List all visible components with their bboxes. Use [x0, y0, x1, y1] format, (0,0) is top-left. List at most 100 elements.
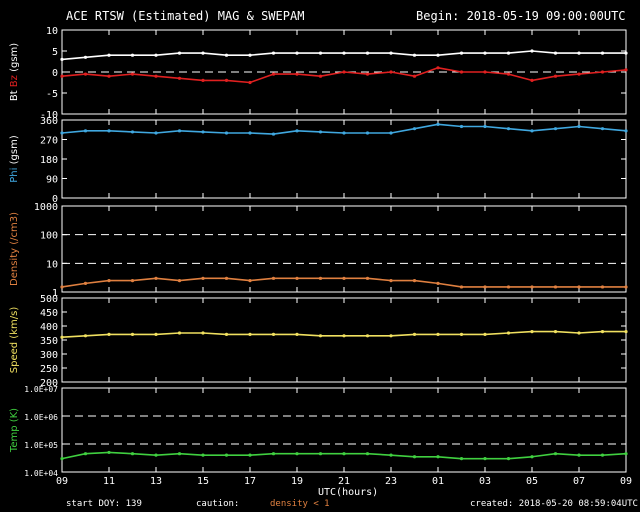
- y-tick-label-phi-4: 360: [40, 116, 58, 127]
- data-point-phi-16: [436, 122, 440, 126]
- y-axis-label-part: Bz: [9, 75, 20, 90]
- data-point-phi-23: [600, 127, 605, 131]
- data-point-temp-22: [577, 453, 581, 457]
- x-axis-label: UTC(hours): [318, 487, 379, 498]
- data-point-speed-24: [624, 330, 628, 334]
- data-point-speed-6: [201, 331, 205, 335]
- y-tick-label-density-1: 10: [46, 259, 58, 270]
- data-point-phi-6: [201, 130, 205, 134]
- data-point-bz-10: [295, 72, 299, 76]
- data-point-speed-10: [295, 332, 299, 336]
- data-point-temp-17: [459, 457, 464, 461]
- data-point-speed-17: [459, 332, 464, 336]
- panel-frame-speed: [61, 297, 627, 383]
- y-axis-label-part: Bt: [9, 90, 20, 101]
- data-point-temp-7: [224, 453, 229, 457]
- y-axis-label-part: Phi: [9, 168, 20, 183]
- data-point-phi-7: [224, 131, 229, 135]
- y-tick-label-speed-0: 200: [40, 378, 58, 389]
- data-point-phi-18: [483, 124, 487, 129]
- data-point-temp-9: [271, 452, 276, 456]
- data-point-temp-19: [506, 457, 511, 461]
- density-caution-note: density < 1: [270, 499, 330, 509]
- data-point-phi-24: [624, 129, 628, 133]
- data-point-speed-3: [130, 332, 135, 336]
- data-point-density-9: [271, 276, 276, 280]
- data-point-bz-6: [201, 78, 205, 82]
- data-point-bt-23: [600, 51, 605, 55]
- data-point-speed-7: [224, 332, 229, 336]
- data-point-temp-14: [389, 453, 393, 457]
- data-point-bt-12: [342, 51, 346, 55]
- data-point-density-17: [459, 285, 464, 289]
- data-point-temp-1: [83, 452, 88, 456]
- data-point-bt-11: [318, 51, 323, 55]
- data-point-speed-23: [600, 330, 605, 334]
- data-point-phi-9: [271, 132, 276, 136]
- data-point-density-7: [224, 276, 229, 280]
- data-point-temp-23: [600, 453, 605, 457]
- data-point-temp-4: [154, 453, 158, 457]
- data-point-phi-21: [553, 127, 558, 131]
- x-tick-label-6: 21: [338, 476, 350, 487]
- chart-title: ACE RTSW (Estimated) MAG & SWEPAM: [66, 9, 305, 23]
- data-point-density-8: [248, 278, 252, 283]
- data-point-density-10: [295, 276, 299, 280]
- data-point-bz-4: [154, 74, 158, 78]
- data-point-phi-4: [154, 131, 158, 135]
- data-point-temp-12: [342, 452, 346, 456]
- data-point-bz-11: [318, 74, 323, 78]
- data-point-density-5: [177, 278, 182, 283]
- data-point-bz-3: [130, 72, 135, 76]
- start-doy: start DOY: 139: [66, 499, 142, 509]
- y-axis-label-part: Speed: [9, 342, 20, 373]
- y-axis-label-speed: Speed (km/s): [9, 307, 20, 374]
- y-tick-label-speed-6: 500: [40, 294, 58, 305]
- data-point-speed-16: [436, 332, 440, 336]
- data-point-density-20: [530, 285, 534, 289]
- y-tick-label-mag-2: 0: [52, 68, 58, 79]
- data-point-phi-10: [295, 129, 299, 133]
- data-point-density-21: [553, 285, 558, 289]
- data-point-bt-2: [107, 53, 111, 57]
- data-point-bz-14: [389, 70, 393, 74]
- y-tick-label-mag-3: 5: [52, 47, 58, 58]
- y-tick-label-mag-4: 10: [46, 26, 58, 37]
- data-point-bz-18: [483, 70, 487, 74]
- data-point-bz-5: [177, 76, 182, 80]
- data-point-bz-0: [60, 74, 64, 78]
- data-point-speed-14: [389, 334, 393, 338]
- data-point-bz-20: [530, 78, 534, 82]
- caution-label: caution:: [196, 499, 240, 509]
- x-tick-label-7: 23: [385, 476, 397, 487]
- data-point-phi-1: [83, 129, 88, 133]
- y-tick-label-speed-2: 300: [40, 350, 58, 361]
- data-point-bz-8: [248, 80, 252, 85]
- data-point-bt-19: [506, 51, 511, 55]
- data-point-bt-17: [459, 51, 464, 55]
- data-point-temp-16: [436, 455, 440, 459]
- data-point-bz-17: [459, 70, 464, 74]
- data-point-density-19: [506, 285, 511, 289]
- data-point-temp-5: [177, 452, 182, 456]
- y-axis-label-part: (K): [9, 408, 20, 426]
- data-point-temp-8: [248, 453, 252, 457]
- data-point-bt-3: [130, 53, 135, 57]
- data-point-phi-20: [530, 129, 534, 133]
- y-tick-label-speed-1: 250: [40, 364, 58, 375]
- y-tick-label-speed-5: 450: [40, 308, 58, 319]
- data-point-temp-13: [365, 452, 370, 456]
- data-point-phi-22: [577, 124, 581, 129]
- data-point-bt-16: [436, 53, 440, 57]
- data-point-density-22: [577, 285, 581, 289]
- data-point-speed-8: [248, 332, 252, 336]
- data-point-density-15: [412, 278, 417, 283]
- data-point-density-18: [483, 285, 487, 289]
- data-point-bz-15: [412, 74, 417, 78]
- data-point-bt-13: [365, 51, 370, 55]
- x-tick-label-4: 17: [244, 476, 256, 487]
- data-point-speed-1: [83, 334, 88, 338]
- y-tick-label-phi-0: 0: [52, 194, 58, 205]
- data-point-bt-6: [201, 51, 205, 55]
